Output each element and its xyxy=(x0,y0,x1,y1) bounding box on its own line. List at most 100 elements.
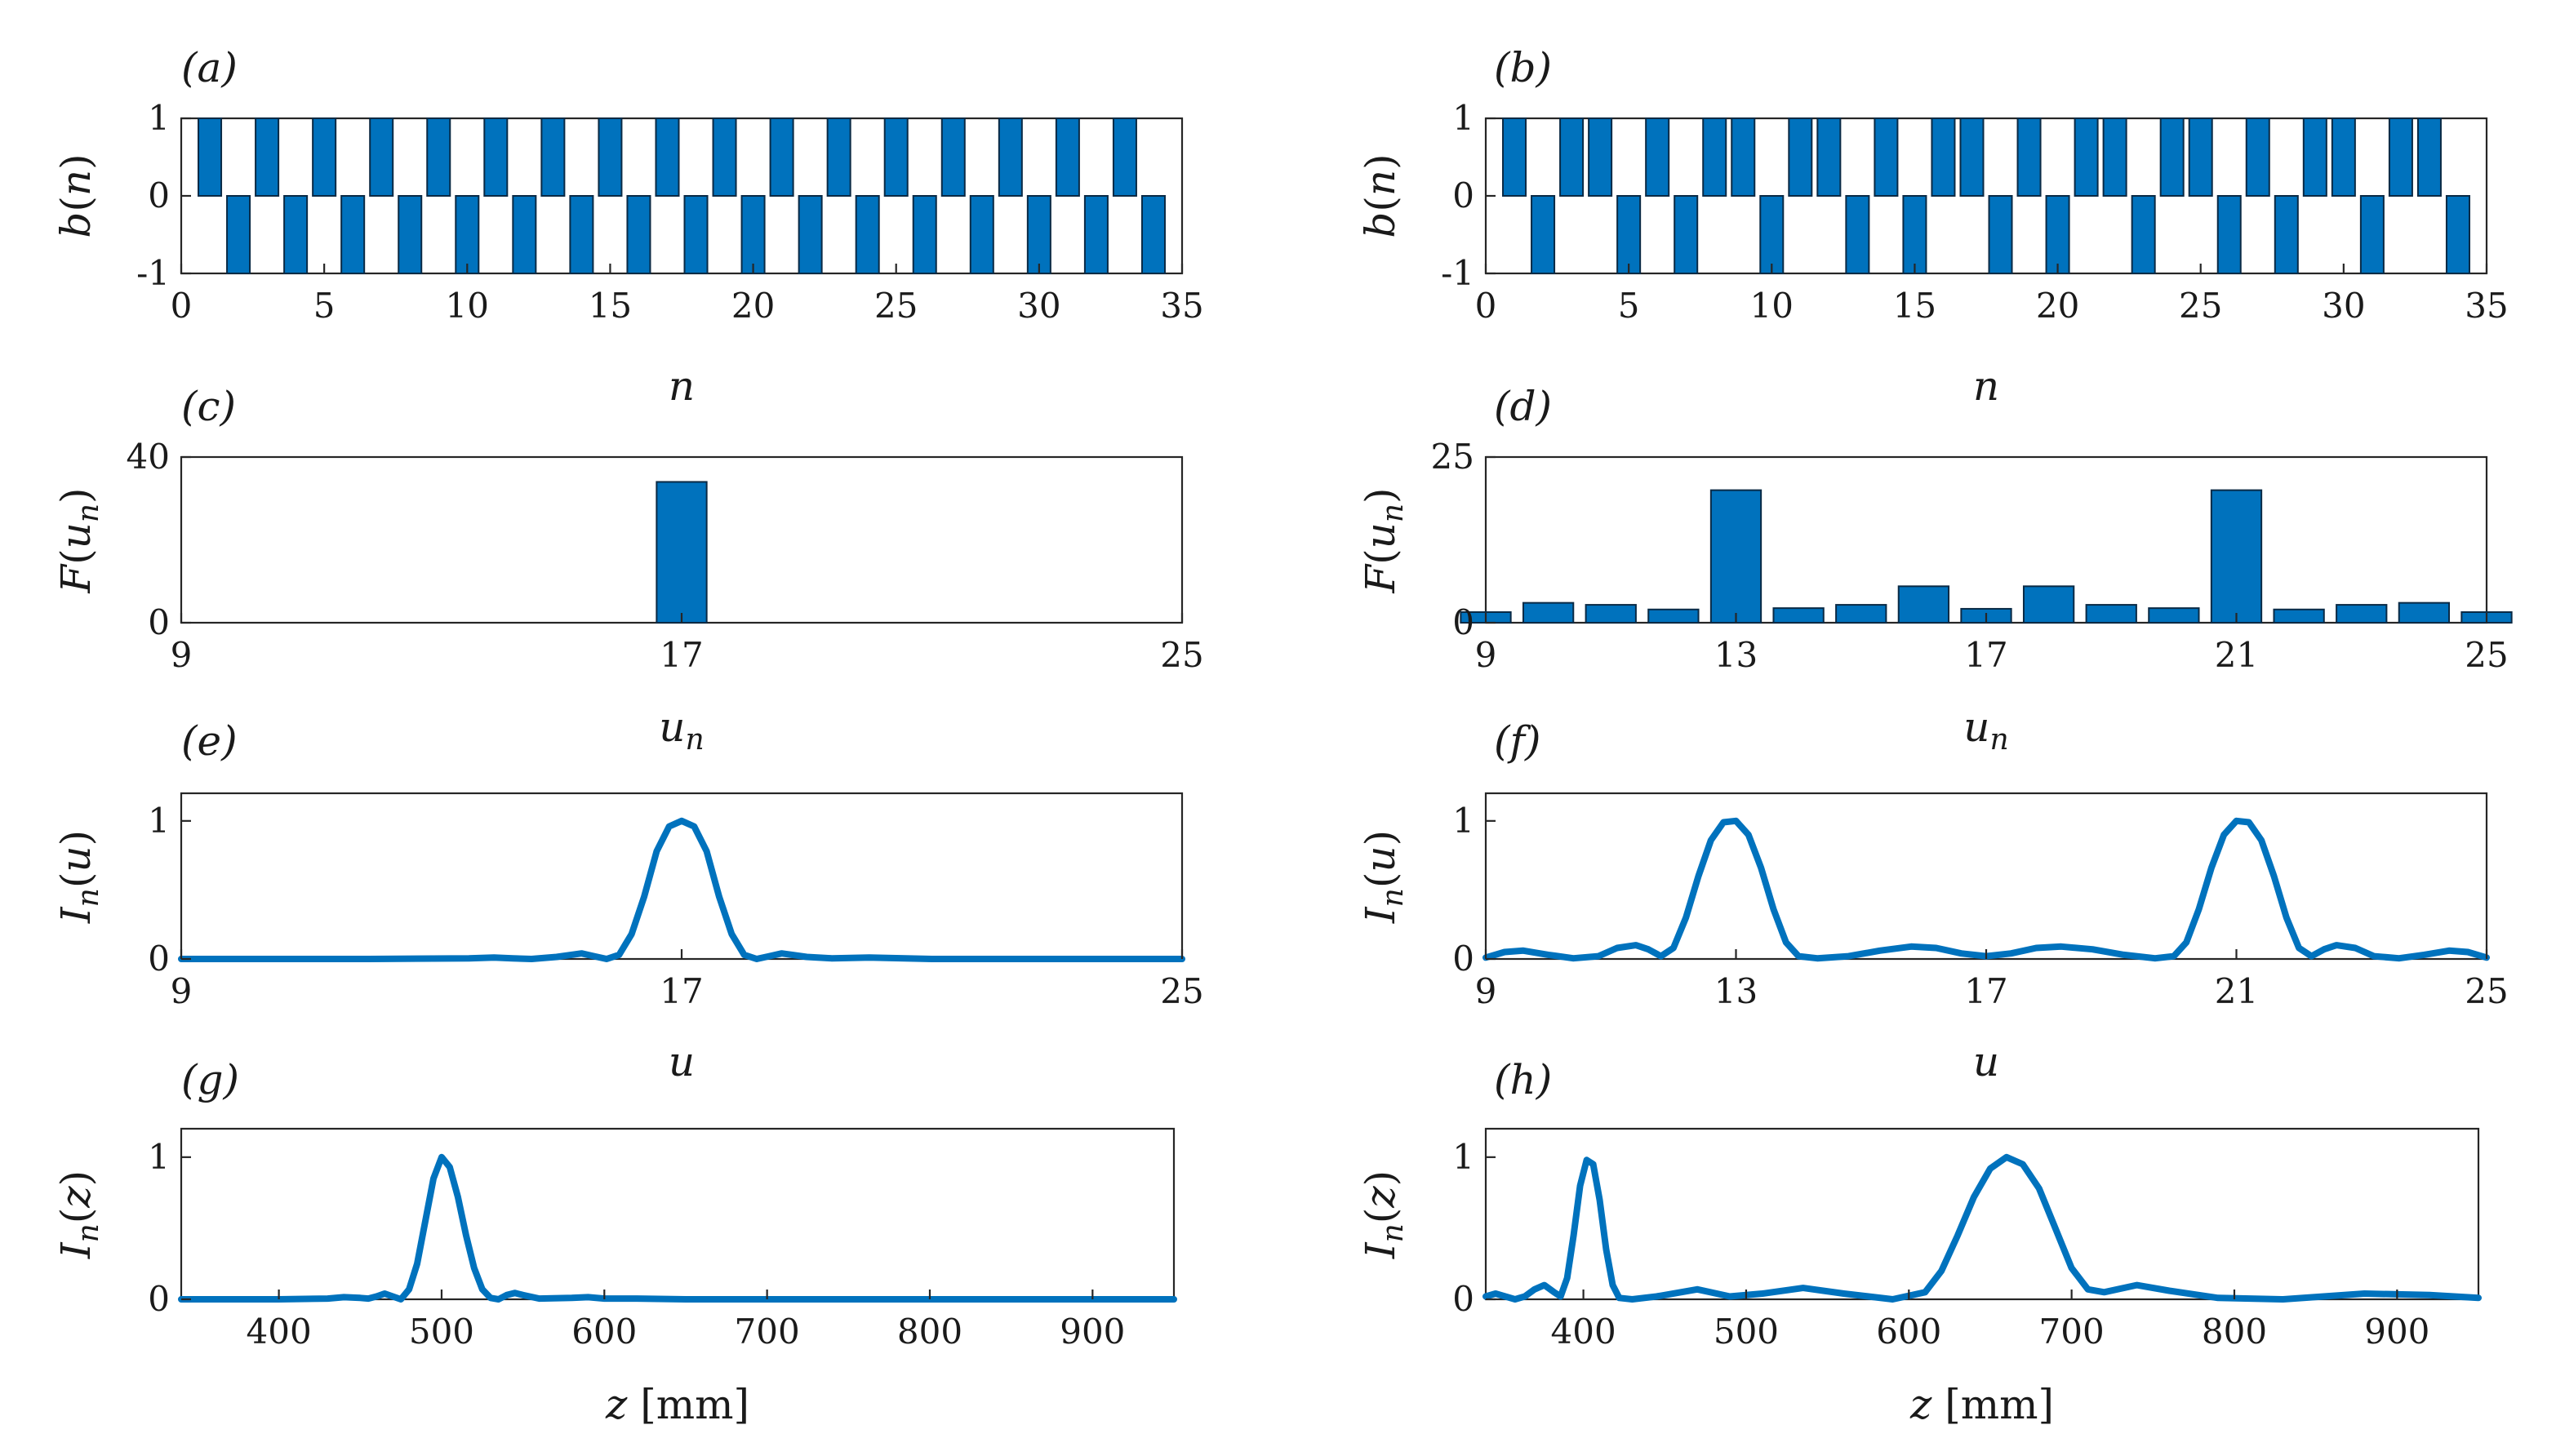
bar-a-3 xyxy=(255,118,280,197)
ytick-label-d-1: 25 xyxy=(1431,437,1474,477)
bar-d-22 xyxy=(2273,608,2325,624)
xtick-label-g-0: 400 xyxy=(247,1312,312,1352)
panel-f-label: (f) xyxy=(1494,717,1541,765)
ytick-label-a-2: 1 xyxy=(148,98,170,138)
panel-h-axes xyxy=(1484,1127,2480,1301)
xtick-label-g-1: 500 xyxy=(409,1312,474,1352)
ytick-label-b-2: 1 xyxy=(1452,98,1474,138)
panel-d: (d) 9 13 17 21 25 0 25 un F(un) xyxy=(1357,383,2513,757)
bar-b-16 xyxy=(1931,118,1956,197)
panel-g: (g) 400 500 600 700 800 900 0 1 z [mm] In(z) xyxy=(52,1056,1177,1428)
panel-e: (e) 9 17 25 0 1 u In(u) xyxy=(52,717,1204,1085)
panel-e-xlabel: u xyxy=(669,1038,695,1085)
bar-d-15 xyxy=(1835,604,1887,624)
xtick-label-c-1: 17 xyxy=(660,635,703,675)
bar-a-2 xyxy=(226,195,251,274)
xtick-label-b-5: 25 xyxy=(2179,286,2222,326)
panel-g-xlabel: z [mm] xyxy=(605,1381,749,1428)
bar-a-31 xyxy=(1055,118,1080,197)
bar-b-21 xyxy=(2074,118,2099,197)
panel-f-axes xyxy=(1484,792,2488,961)
panel-a-ticks: 0 5 10 15 20 25 30 35-101 xyxy=(136,98,1204,326)
panel-h-label: (h) xyxy=(1494,1056,1552,1103)
xtick-label-f-0: 9 xyxy=(1475,971,1497,1011)
xtick-label-a-1: 5 xyxy=(313,286,336,326)
xtick-label-e-1: 17 xyxy=(660,971,703,1011)
panel-d-xlabel: un xyxy=(1963,704,2008,757)
xtick-label-f-2: 17 xyxy=(1964,971,2007,1011)
bar-a-23 xyxy=(826,118,851,197)
bar-b-17 xyxy=(1959,118,1985,197)
ytick-label-e-1: 1 xyxy=(148,801,170,841)
xtick-label-f-1: 13 xyxy=(1714,971,1758,1011)
xtick-label-b-2: 10 xyxy=(1750,286,1794,326)
xtick-label-e-2: 25 xyxy=(1160,971,1203,1011)
bar-b-22 xyxy=(2102,118,2127,197)
panel-a-bars xyxy=(198,118,1166,274)
bar-d-18 xyxy=(2022,585,2075,624)
panel-b-ylabel: b(n) xyxy=(1357,153,1404,237)
bar-a-5 xyxy=(312,118,337,197)
bar-b-26 xyxy=(2216,195,2242,274)
bar-a-10 xyxy=(455,195,480,274)
panel-g-axes xyxy=(180,1127,1176,1301)
panel-a-label: (a) xyxy=(181,44,238,91)
bar-a-22 xyxy=(798,195,823,274)
ytick-label-h-0: 0 xyxy=(1452,1279,1474,1319)
ytick-label-g-1: 1 xyxy=(148,1137,170,1177)
bar-b-7 xyxy=(1674,195,1699,274)
ytick-label-b-1: 0 xyxy=(1452,175,1474,215)
bar-b-14 xyxy=(1874,118,1899,197)
ytick-label-e-0: 0 xyxy=(148,939,170,979)
xtick-label-a-7: 35 xyxy=(1160,286,1203,326)
xtick-label-h-0: 400 xyxy=(1551,1312,1616,1352)
xtick-label-b-3: 15 xyxy=(1893,286,1936,326)
panel-b-xlabel: n xyxy=(1973,362,1999,410)
bar-b-4 xyxy=(1588,118,1613,197)
bar-b-9 xyxy=(1731,118,1756,197)
xtick-label-c-2: 25 xyxy=(1160,635,1203,675)
panel-e-ticks: 9 17 25 0 1 xyxy=(148,801,1203,1011)
bar-d-24 xyxy=(2398,601,2451,624)
bar-b-13 xyxy=(1845,195,1870,274)
bar-b-25 xyxy=(2188,118,2213,197)
bar-b-12 xyxy=(1816,118,1842,197)
xtick-label-d-2: 17 xyxy=(1964,635,2007,675)
bar-b-20 xyxy=(2045,195,2070,274)
bar-a-19 xyxy=(712,118,737,197)
panel-c: (c) 9 17 25 0 40 un F(un) xyxy=(52,383,1204,757)
bar-b-23 xyxy=(2131,195,2156,274)
xtick-label-h-2: 600 xyxy=(1876,1312,1941,1352)
bar-a-34 xyxy=(1140,195,1166,274)
xtick-label-b-6: 30 xyxy=(2322,286,2365,326)
panel-e-ylabel: In(u) xyxy=(52,830,105,924)
bar-a-26 xyxy=(912,195,937,274)
panel-g-ticks: 400 500 600 700 800 900 0 1 xyxy=(148,1137,1125,1352)
xtick-label-h-5: 900 xyxy=(2364,1312,2429,1352)
panel-a-xlabel: n xyxy=(669,362,695,410)
panel-h-ticks: 400 500 600 700 800 900 0 1 xyxy=(1452,1137,2429,1352)
bar-d-10 xyxy=(1522,601,1575,624)
bar-b-10 xyxy=(1759,195,1785,274)
bar-a-28 xyxy=(969,195,994,274)
bar-a-7 xyxy=(369,118,394,197)
xtick-label-a-6: 30 xyxy=(1017,286,1060,326)
xtick-label-h-1: 500 xyxy=(1714,1312,1779,1352)
ytick-label-f-1: 1 xyxy=(1452,801,1474,841)
bar-b-15 xyxy=(1902,195,1927,274)
ytick-label-d-0: 0 xyxy=(1452,602,1474,642)
bar-a-32 xyxy=(1083,195,1109,274)
xtick-label-a-4: 20 xyxy=(731,286,775,326)
bar-b-3 xyxy=(1559,118,1585,197)
bar-a-25 xyxy=(883,118,909,197)
panel-g-ylabel: In(z) xyxy=(52,1170,105,1259)
bar-b-31 xyxy=(2359,195,2385,274)
bar-d-14 xyxy=(1772,607,1825,624)
panel-d-bars xyxy=(1460,489,2513,624)
xtick-label-g-4: 800 xyxy=(897,1312,962,1352)
bar-b-18 xyxy=(1988,195,2013,274)
xtick-label-a-2: 10 xyxy=(446,286,489,326)
bar-a-6 xyxy=(340,195,366,274)
panel-d-ylabel: F(un) xyxy=(1357,487,1410,593)
xtick-label-a-5: 25 xyxy=(874,286,918,326)
